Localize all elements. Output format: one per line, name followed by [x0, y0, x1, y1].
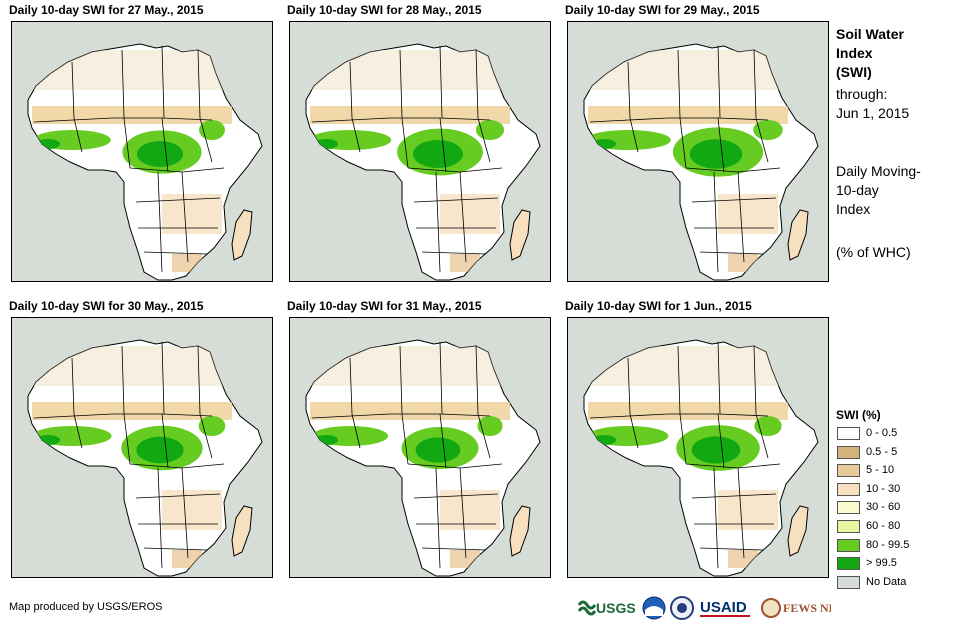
logo-bar: USGS USAID FEWS NET	[577, 595, 845, 621]
congo-core-wet-zone	[413, 139, 463, 169]
map-panel: Daily 10-day SWI for 1 Jun., 2015	[565, 299, 829, 578]
legend-swatch	[837, 557, 860, 571]
ethiopia-wet-zone	[754, 416, 782, 436]
madagascar	[509, 505, 531, 557]
map-credit: Map produced by USGS/EROS	[9, 601, 163, 613]
ethiopia-wet-zone	[198, 416, 226, 436]
side-title-line3: (SWI)	[836, 64, 872, 80]
dry-sahel-band	[588, 346, 788, 386]
country-borders	[311, 45, 503, 273]
through-label: through:	[836, 86, 888, 102]
legend-title: SWI (%)	[836, 408, 881, 422]
panel-title: Daily 10-day SWI for 30 May., 2015	[9, 299, 204, 313]
congo-core-wet-zone	[136, 436, 184, 464]
panel-title: Daily 10-day SWI for 29 May., 2015	[565, 3, 760, 17]
usaid-logo: USAID	[699, 595, 759, 621]
fewsnet-logo: FEWS NET	[761, 595, 845, 621]
desc-line1: Daily Moving-	[836, 163, 921, 179]
madagascar	[509, 209, 531, 261]
legend-swatch	[837, 520, 860, 533]
country-borders	[33, 341, 225, 569]
map-panel: Daily 10-day SWI for 29 May., 2015	[565, 3, 829, 282]
dos-seal-logo	[669, 595, 695, 621]
sahel-band	[588, 106, 788, 124]
madagascar	[231, 209, 253, 261]
congo-core-wet-zone	[136, 141, 184, 167]
legend-swatch	[837, 445, 860, 459]
sahel-band	[588, 402, 788, 420]
dry-sahel-band	[588, 50, 788, 90]
legend-label: 30 - 60	[866, 501, 901, 514]
side-title-line2: Index	[836, 45, 873, 61]
map-panel: Daily 10-day SWI for 28 May., 2015	[287, 3, 551, 282]
legend-swatch	[837, 538, 860, 552]
usgs-text: USGS	[596, 600, 635, 616]
map-frame	[289, 317, 551, 578]
sahel-band	[310, 106, 510, 124]
map-frame	[289, 21, 551, 282]
congo-core-wet-zone	[691, 436, 741, 464]
panel-title: Daily 10-day SWI for 1 Jun., 2015	[565, 299, 752, 313]
through-date: Jun 1, 2015	[836, 105, 910, 121]
country-borders	[33, 45, 225, 273]
legend-label: > 99.5	[866, 557, 897, 570]
madagascar	[231, 505, 253, 557]
country-borders	[311, 341, 503, 569]
sahel-band	[32, 106, 232, 124]
madagascar	[787, 209, 809, 261]
units-label: (% of WHC)	[836, 244, 911, 260]
desc-line2: 10-day	[836, 182, 879, 198]
legend-label: 80 - 99.5	[866, 538, 910, 551]
noaa-logo	[641, 595, 667, 621]
map-panel: Daily 10-day SWI for 27 May., 2015	[9, 3, 273, 282]
map-frame	[567, 317, 829, 578]
panel-title: Daily 10-day SWI for 31 May., 2015	[287, 299, 482, 313]
congo-core-wet-zone	[415, 437, 461, 463]
legend-swatch	[837, 575, 860, 589]
fewsnet-text: FEWS NET	[783, 601, 831, 615]
ethiopia-wet-zone	[475, 120, 505, 140]
sahel-band	[32, 402, 232, 420]
country-borders	[589, 45, 781, 273]
usaid-text: USAID	[700, 599, 747, 616]
dry-sahel-band	[310, 346, 510, 386]
legend-label: 0.5 - 5	[866, 445, 898, 458]
map-panel: Daily 10-day SWI for 31 May., 2015	[287, 299, 551, 578]
legend-swatch	[837, 482, 860, 496]
legend-swatch	[837, 427, 860, 440]
legend-label: 10 - 30	[866, 482, 901, 495]
legend-label: No Data	[866, 575, 907, 588]
madagascar	[787, 505, 809, 557]
dry-sahel-band	[32, 346, 232, 386]
map-frame	[11, 21, 273, 282]
country-borders	[589, 341, 781, 569]
map-frame	[11, 317, 273, 578]
map-panel: Daily 10-day SWI for 30 May., 2015	[9, 299, 273, 578]
dry-sahel-band	[310, 50, 510, 90]
congo-core-wet-zone	[689, 139, 743, 169]
usgs-logo: USGS	[577, 595, 636, 621]
ethiopia-wet-zone	[199, 120, 225, 140]
legend-label: 0 - 0.5	[866, 427, 898, 439]
ethiopia-wet-zone	[477, 416, 503, 436]
panel-title: Daily 10-day SWI for 28 May., 2015	[287, 3, 482, 17]
legend-label: 60 - 80	[866, 520, 901, 532]
panel-title: Daily 10-day SWI for 27 May., 2015	[9, 3, 204, 17]
legend-swatch	[837, 501, 860, 515]
side-title-line1: Soil Water	[836, 26, 904, 42]
legend-swatch	[837, 464, 860, 478]
map-frame	[567, 21, 829, 282]
legend-label: 5 - 10	[866, 464, 895, 477]
desc-line3: Index	[836, 201, 871, 217]
dry-sahel-band	[32, 50, 232, 90]
sahel-band	[310, 402, 510, 420]
